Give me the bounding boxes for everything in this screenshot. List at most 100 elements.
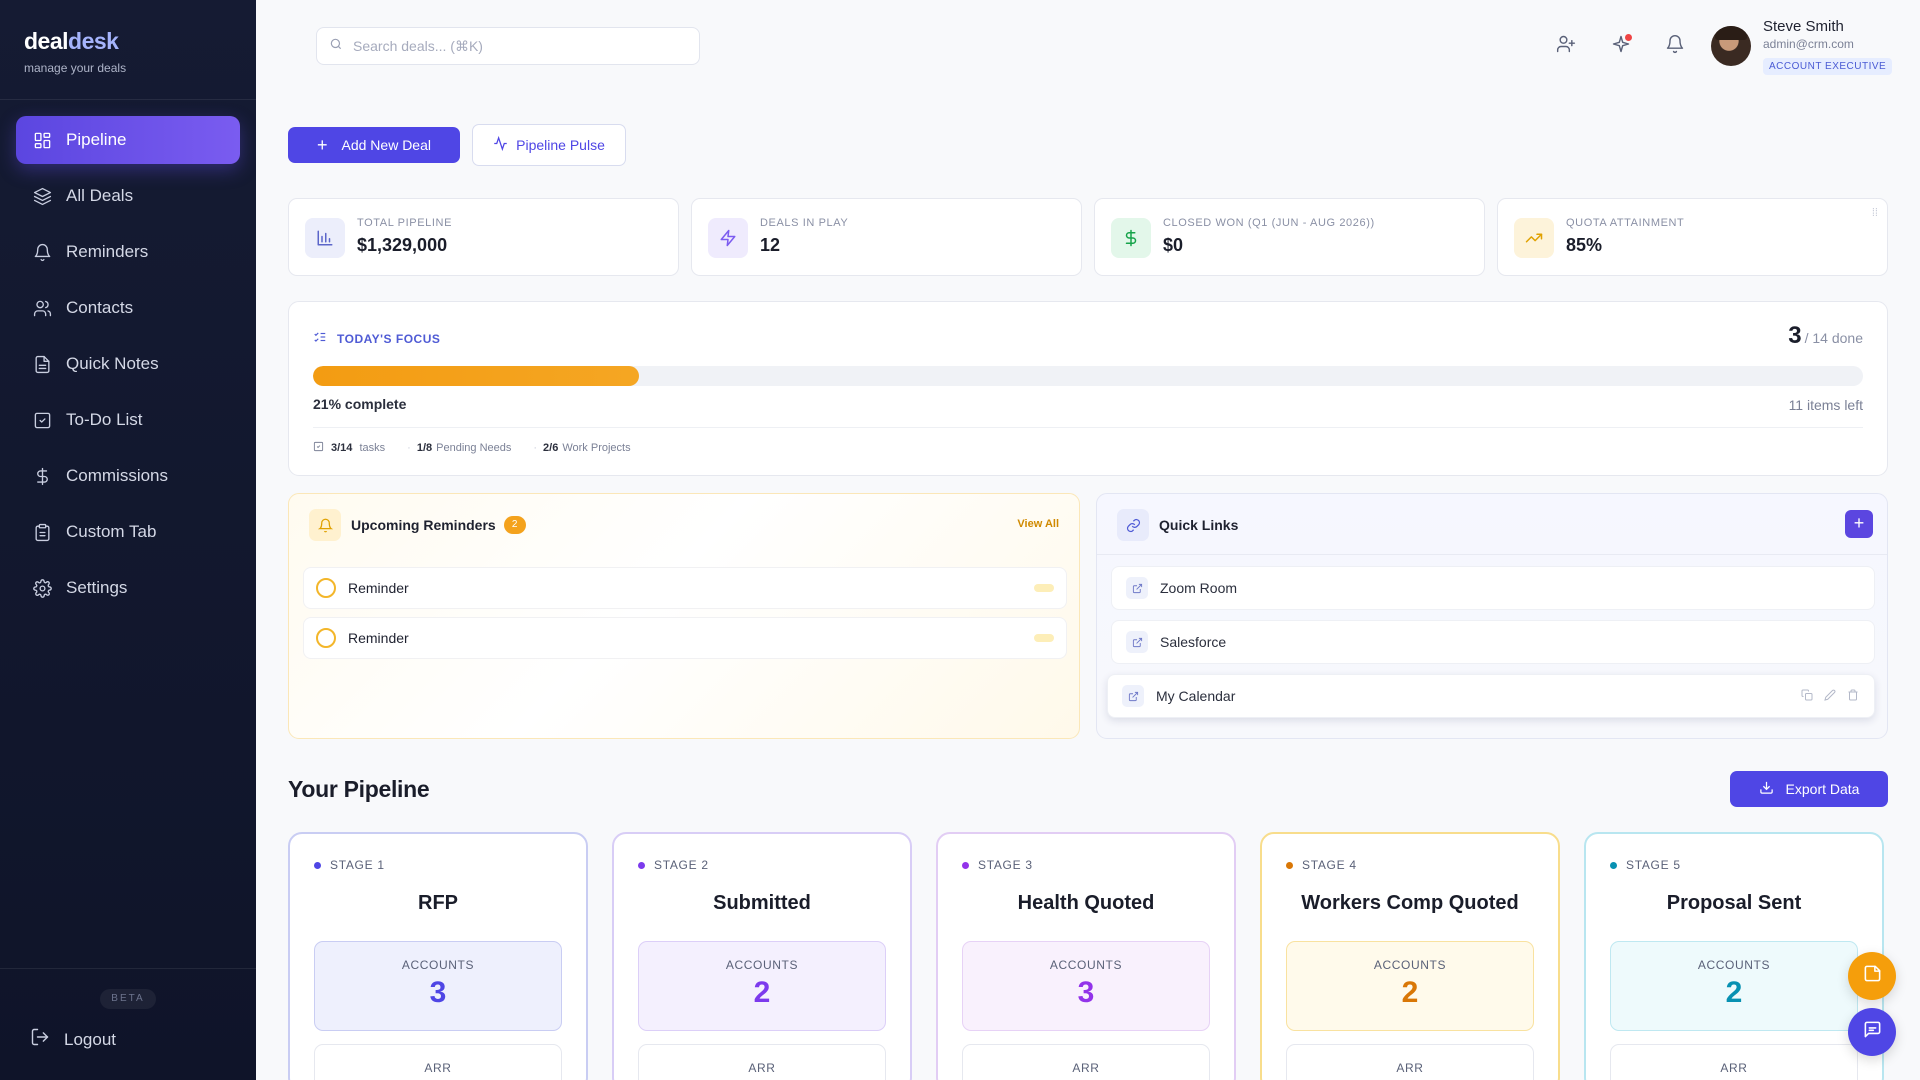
meta-count: 2/6 — [543, 442, 559, 454]
sidebar-item-label: Pipeline — [66, 130, 127, 149]
quick-link-label: My Calendar — [1156, 688, 1236, 704]
stage-card-proposal-sent[interactable]: STAGE 5 Proposal Sent ACCOUNTS 2 ARR — [1584, 832, 1884, 1080]
accounts-box: ACCOUNTS 2 — [1286, 941, 1534, 1031]
arr-box: ARR — [1610, 1044, 1858, 1080]
export-data-button[interactable]: Export Data — [1730, 771, 1888, 807]
accounts-box: ACCOUNTS 2 — [638, 941, 886, 1031]
stage-name: RFP — [418, 892, 458, 914]
sidebar-item-reminders[interactable]: Reminders — [16, 228, 240, 276]
stat-value: 85% — [1566, 235, 1603, 255]
external-link-icon — [1122, 685, 1144, 707]
quick-links-card: Quick Links + Zoom Room Salesforce My Ca… — [1096, 493, 1888, 739]
arr-box: ARR — [1286, 1044, 1534, 1080]
sidebar-item-settings[interactable]: Settings — [16, 564, 240, 612]
sidebar-item-pipeline[interactable]: Pipeline — [16, 116, 240, 164]
accounts-box: ACCOUNTS 3 — [314, 941, 562, 1031]
stage-card-health-quoted[interactable]: STAGE 3 Health Quoted ACCOUNTS 3 ARR — [936, 832, 1236, 1080]
reminders-count-badge: 2 — [503, 516, 526, 534]
sidebar-item-commissions[interactable]: Commissions — [16, 452, 240, 500]
notification-dot — [1625, 34, 1632, 41]
stage-card-rfp[interactable]: STAGE 1 RFP ACCOUNTS 3 ARR — [288, 832, 588, 1080]
stage-label: STAGE 3 — [962, 858, 1033, 872]
reminder-item[interactable]: Reminder — [303, 617, 1067, 659]
stage-number: STAGE 4 — [1302, 858, 1357, 872]
notifications-button[interactable] — [1661, 32, 1689, 60]
add-user-button[interactable] — [1552, 32, 1580, 60]
link-icon — [1117, 509, 1149, 541]
stage-card-submitted[interactable]: STAGE 2 Submitted ACCOUNTS 2 ARR — [612, 832, 912, 1080]
reminder-item[interactable]: Reminder — [303, 567, 1067, 609]
stat-card-closed-won[interactable]: CLOSED WON (Q1 (JUN - AUG 2026)) $0 — [1094, 198, 1485, 276]
reminder-label: Reminder — [348, 580, 409, 596]
quick-link-item[interactable]: Salesforce — [1111, 620, 1875, 664]
accounts-label: ACCOUNTS — [1049, 958, 1123, 972]
meta-count: 1/8 — [416, 442, 433, 454]
logout-button[interactable]: Logout — [30, 1027, 116, 1052]
list-checks-icon — [313, 330, 337, 347]
quick-note-fab[interactable] — [1848, 952, 1896, 1000]
activity-icon — [493, 135, 516, 154]
trash-icon[interactable] — [1847, 689, 1860, 702]
reminder-tag — [1034, 634, 1054, 642]
quick-links-header: Quick Links — [1117, 509, 1238, 541]
pipeline-title: Your Pipeline — [288, 776, 430, 802]
separator: · — [533, 442, 538, 454]
bell-icon — [309, 509, 341, 541]
sidebar-item-all-deals[interactable]: All Deals — [16, 172, 240, 220]
stage-card-workers-comp[interactable]: STAGE 4 Workers Comp Quoted ACCOUNTS 2 A… — [1260, 832, 1560, 1080]
arr-box: ARR — [314, 1044, 562, 1080]
sidebar: dealdesk manage your deals Pipeline All … — [0, 0, 256, 1080]
chat-fab[interactable] — [1848, 1008, 1896, 1056]
stat-card-deals-in-play[interactable]: DEALS IN PLAY 12 — [691, 198, 1082, 276]
add-quick-link-button[interactable]: + — [1845, 510, 1873, 538]
quick-link-label: Zoom Room — [1160, 580, 1238, 596]
arr-box: ARR — [962, 1044, 1210, 1080]
search-input[interactable] — [353, 38, 673, 54]
sidebar-item-todo[interactable]: To-Do List — [16, 396, 240, 444]
edit-icon[interactable] — [1824, 689, 1837, 702]
search-box[interactable] — [316, 27, 700, 65]
sidebar-item-custom-tab[interactable]: Custom Tab — [16, 508, 240, 556]
sparkle-icon — [1611, 34, 1631, 59]
sidebar-item-quick-notes[interactable]: Quick Notes — [16, 340, 240, 388]
accounts-label: ACCOUNTS — [725, 958, 799, 972]
drag-handle-icon[interactable]: ⁞⁞ — [1871, 207, 1878, 219]
meta-tasks[interactable]: 3/14 tasks — [313, 441, 385, 455]
quick-link-item[interactable]: My Calendar — [1107, 674, 1875, 718]
add-deal-button[interactable]: + Add New Deal — [288, 127, 460, 163]
stage-dot — [638, 861, 645, 869]
focus-title-text: TODAY'S FOCUS — [337, 331, 441, 346]
stat-card-quota[interactable]: QUOTA ATTAINMENT 85% ⁞⁞ — [1497, 198, 1888, 276]
accounts-label: ACCOUNTS — [1373, 958, 1447, 972]
sidebar-item-contacts[interactable]: Contacts — [16, 284, 240, 332]
quick-link-actions — [1791, 689, 1860, 702]
quick-link-label: Salesforce — [1160, 634, 1227, 650]
stat-card-total-pipeline[interactable]: TOTAL PIPELINE $1,329,000 — [288, 198, 679, 276]
separator: · — [407, 442, 411, 454]
role-badge: ACCOUNT EXECUTIVE — [1763, 58, 1893, 75]
brand-logo[interactable]: dealdesk — [24, 28, 119, 54]
sidebar-item-label: Commissions — [66, 466, 169, 485]
reminder-checkbox[interactable] — [316, 628, 336, 648]
ai-sparkle-button[interactable] — [1607, 32, 1635, 60]
stat-value: $0 — [1163, 235, 1184, 255]
stage-number: STAGE 1 — [330, 858, 385, 872]
meta-work-projects[interactable]: · 2/6 Work Projects — [533, 442, 630, 454]
bell-icon — [1665, 34, 1685, 59]
quick-link-item[interactable]: Zoom Room — [1111, 566, 1875, 610]
reminder-checkbox[interactable] — [316, 578, 336, 598]
arr-label: ARR — [1720, 1061, 1748, 1075]
dollar-icon — [1111, 218, 1151, 258]
view-all-link[interactable]: View All — [1017, 518, 1059, 530]
stage-name: Proposal Sent — [1666, 892, 1802, 914]
stage-dot — [962, 861, 969, 869]
pipeline-pulse-button[interactable]: Pipeline Pulse — [472, 124, 626, 166]
accounts-count: 3 — [1077, 976, 1095, 1009]
avatar[interactable] — [1711, 26, 1751, 66]
user-plus-icon — [1556, 34, 1576, 59]
plus-icon: + — [316, 134, 328, 155]
copy-icon[interactable] — [1801, 689, 1814, 702]
meta-pending-needs[interactable]: · 1/8 Pending Needs — [407, 442, 511, 454]
stage-number: STAGE 5 — [1626, 858, 1681, 872]
export-label: Export Data — [1785, 781, 1860, 797]
